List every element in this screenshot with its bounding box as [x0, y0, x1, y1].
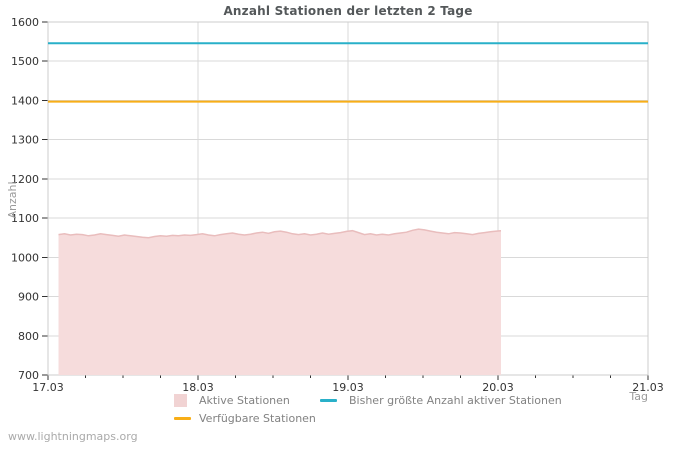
svg-text:1000: 1000 [11, 251, 39, 264]
legend-label-groesste-anzahl: Bisher größte Anzahl aktiver Stationen [349, 393, 562, 407]
svg-text:800: 800 [18, 330, 39, 343]
legend-swatch-groesste-anzahl [320, 398, 337, 402]
svg-text:17.03: 17.03 [32, 381, 64, 394]
legend-label-aktive-stationen: Aktive Stationen [199, 393, 290, 407]
chart-title: Anzahl Stationen der letzten 2 Tage [223, 4, 473, 18]
svg-text:1500: 1500 [11, 55, 39, 68]
legend-swatch-verfuegbare-stationen [174, 416, 191, 420]
legend-label-verfuegbare-stationen: Verfügbare Stationen [199, 411, 316, 425]
svg-text:1200: 1200 [11, 173, 39, 186]
y-axis-label: Anzahl [6, 181, 19, 219]
site-watermark: www.lightningmaps.org [8, 430, 138, 443]
svg-text:900: 900 [18, 291, 39, 304]
svg-text:1600: 1600 [11, 16, 39, 29]
svg-text:18.03: 18.03 [182, 381, 214, 394]
svg-text:700: 700 [18, 369, 39, 382]
chart-plot: 700 800 900 1000 1100 1200 1300 1400 1500 1600 17.… [11, 16, 664, 394]
svg-text:19.03: 19.03 [332, 381, 364, 394]
x-axis-label: Tag [629, 390, 648, 403]
svg-text:1100: 1100 [11, 212, 39, 225]
svg-text:1300: 1300 [11, 134, 39, 147]
legend-swatch-aktive-stationen [174, 393, 187, 407]
svg-text:21.03: 21.03 [632, 381, 664, 394]
legend: Aktive Stationen Bisher größte Anzahl ak… [174, 391, 562, 427]
svg-text:1400: 1400 [11, 94, 39, 107]
svg-text:20.03: 20.03 [482, 381, 514, 394]
